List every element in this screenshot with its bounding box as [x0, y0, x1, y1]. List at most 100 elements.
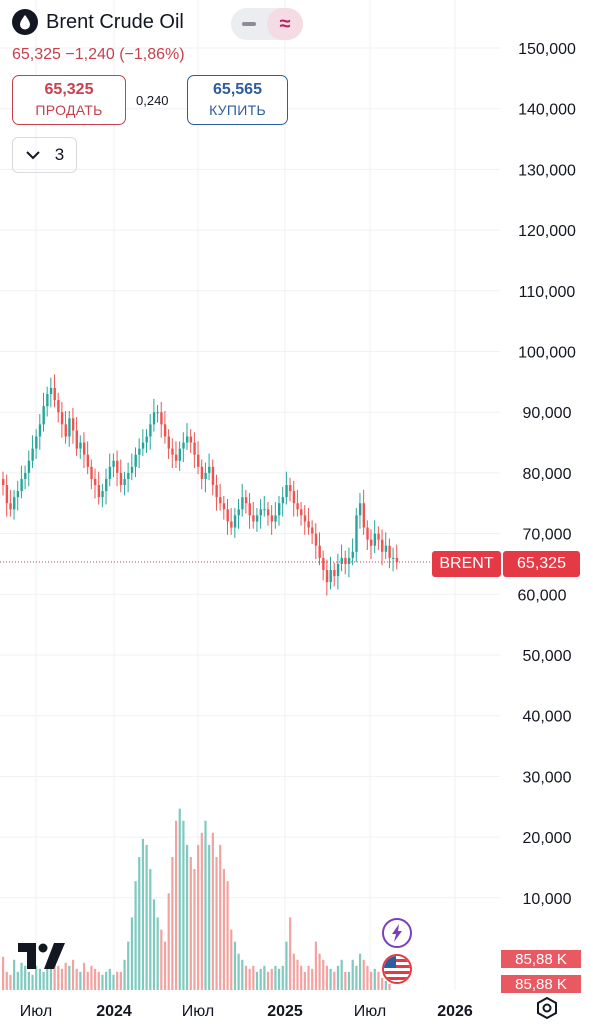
- volume-bar: [141, 838, 145, 990]
- us-flag-icon[interactable]: [382, 954, 412, 984]
- volume-bar: [130, 917, 133, 990]
- candle-body: [270, 515, 274, 522]
- candle-body: [145, 436, 148, 443]
- y-tick-label: 60,000: [518, 587, 567, 604]
- x-tick-label: Июл: [20, 1003, 52, 1020]
- symbol-title[interactable]: Brent Crude Oil: [12, 9, 184, 35]
- candle-body: [358, 503, 362, 516]
- candle-body: [53, 387, 56, 401]
- minus-icon[interactable]: [231, 8, 267, 40]
- volume-bar: [329, 968, 332, 990]
- volume-bar: [119, 971, 122, 990]
- candle-body: [388, 545, 391, 558]
- candle-body: [211, 466, 215, 486]
- volume-bar: [64, 962, 67, 990]
- price-axis: 150,000 140,000 130,000 120,000 110,000 100,0…: [518, 41, 576, 908]
- candle-body: [370, 539, 373, 546]
- volume-bar: [167, 893, 170, 990]
- sell-button[interactable]: 65,325 ПРОДАТЬ: [12, 75, 126, 125]
- candle-body: [134, 454, 137, 467]
- volume-bar: [355, 965, 358, 990]
- candle-body: [336, 563, 340, 577]
- candle-body: [355, 515, 358, 552]
- candle-body: [248, 503, 251, 516]
- volume-bar: [255, 971, 259, 990]
- indicators-toggle-button[interactable]: 3: [12, 137, 77, 173]
- candle-body: [160, 412, 163, 425]
- volume-bar: [311, 968, 314, 990]
- candle-body: [285, 485, 288, 498]
- volume-bar: [75, 968, 78, 990]
- volume-bar: [211, 832, 214, 990]
- y-tick-label: 100,000: [518, 345, 576, 362]
- buy-label: КУПИТЬ: [209, 102, 266, 118]
- volume-bar: [2, 956, 5, 990]
- x-tick-label: 2026: [437, 1003, 473, 1020]
- candle-body: [344, 557, 347, 564]
- candle-body: [274, 515, 277, 522]
- volume-bars: [2, 808, 391, 990]
- volume-bar: [152, 899, 156, 990]
- volume-bar: [381, 977, 384, 990]
- candle-body: [27, 460, 31, 473]
- volume-bar: [82, 962, 86, 990]
- volume-bar: [230, 929, 233, 990]
- spread-value: 0,240: [136, 93, 169, 108]
- volume-bar: [186, 844, 189, 990]
- candle-body: [318, 545, 321, 558]
- candle-body: [230, 521, 233, 528]
- candle-body: [112, 460, 115, 467]
- candle-body: [281, 497, 285, 504]
- lightning-icon[interactable]: [382, 918, 412, 948]
- y-tick-label: 90,000: [523, 405, 572, 422]
- candle-body: [329, 570, 332, 583]
- volume-bar: [248, 968, 251, 990]
- volume-bar: [252, 965, 255, 990]
- volume-bar: [233, 941, 237, 990]
- volume-bar: [101, 974, 104, 990]
- candle-body: [362, 503, 366, 528]
- volume-bar: [193, 869, 196, 990]
- candle-body: [141, 442, 145, 449]
- volume-bar: [307, 965, 310, 990]
- candle-body: [16, 491, 20, 498]
- time-axis: Июл 2024 Июл 2025 Июл 2026: [20, 1003, 473, 1020]
- candle-body: [395, 557, 399, 563]
- volume-bar: [57, 965, 60, 990]
- candle-body: [82, 442, 86, 455]
- candle-body: [197, 454, 200, 467]
- settings-gear-icon[interactable]: [536, 996, 558, 1024]
- candle-body: [392, 557, 395, 559]
- volume-bar: [289, 917, 292, 990]
- volume-bar: [358, 953, 362, 990]
- volume-bar: [86, 971, 89, 990]
- y-tick-label: 40,000: [523, 709, 572, 726]
- candle-body: [20, 478, 23, 492]
- candle-body: [97, 485, 101, 498]
- volume-bar: [134, 881, 137, 990]
- x-tick-label: 2024: [96, 1003, 132, 1020]
- candle-body: [204, 472, 207, 479]
- volume-bar: [16, 971, 19, 990]
- volume-bar: [263, 965, 266, 990]
- volume-bar: [237, 953, 240, 990]
- x-tick-label: Июл: [182, 1003, 214, 1020]
- candle-body: [68, 418, 71, 437]
- volume-bar: [362, 959, 365, 990]
- volume-bar: [31, 974, 34, 990]
- chart-mode-toggle[interactable]: ≈: [231, 8, 303, 40]
- volume-bar: [138, 856, 141, 990]
- oil-drop-icon: [12, 9, 38, 35]
- volume-bar: [370, 971, 373, 990]
- approx-icon[interactable]: ≈: [267, 8, 303, 40]
- candle-body: [325, 570, 329, 583]
- candle-body: [13, 497, 16, 510]
- volume-bar: [241, 959, 244, 990]
- volume-bar: [215, 856, 218, 990]
- candle-body: [49, 387, 53, 394]
- buy-button[interactable]: 65,565 КУПИТЬ: [187, 75, 288, 125]
- candle-body: [208, 466, 211, 473]
- y-tick-label: 110,000: [519, 284, 576, 301]
- volume-bar: [46, 965, 49, 990]
